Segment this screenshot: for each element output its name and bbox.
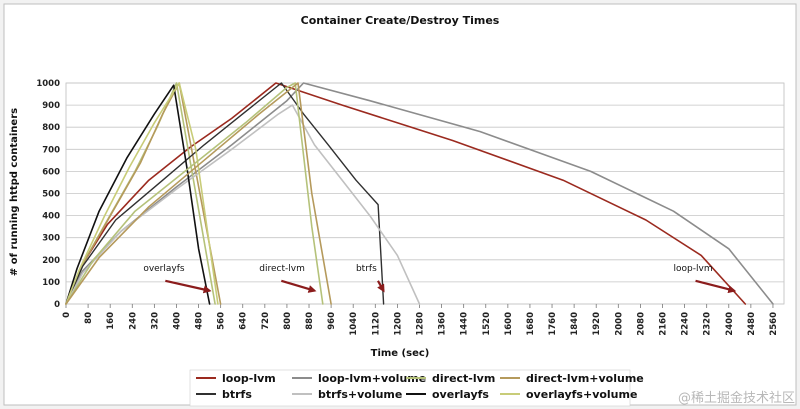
x-tick-label: 1120 <box>371 312 381 336</box>
series-line-btrfs <box>65 82 385 305</box>
series-line-overlayfs <box>65 84 211 305</box>
legend-label: overlayfs <box>432 388 489 401</box>
x-tick-label: 80 <box>84 312 94 324</box>
legend-label: loop-lvm <box>222 372 276 385</box>
x-tick-label: 2480 <box>747 312 757 336</box>
x-tick-label: 1840 <box>570 312 580 336</box>
x-tick-label: 2080 <box>636 312 646 336</box>
y-tick-label: 200 <box>42 256 60 266</box>
y-tick-label: 400 <box>42 212 60 222</box>
legend-box <box>189 369 631 407</box>
x-tick-label: 800 <box>283 312 293 330</box>
x-tick-label: 2560 <box>769 312 779 336</box>
series-line-direct-lvm-2nd-run- <box>65 82 324 305</box>
grid-layer <box>65 82 785 305</box>
x-tick-label: 1760 <box>548 312 558 336</box>
x-tick-label: 0 <box>62 312 72 318</box>
annotation-label: overlayfs <box>143 264 185 274</box>
x-tick-label: 1680 <box>526 312 536 336</box>
x-tick-label: 1360 <box>438 312 448 336</box>
annotation-arrow <box>377 280 385 293</box>
legend: loop-lvm loop-lvm+volume direct-lvm direct-… <box>189 369 644 407</box>
x-tick-label: 1520 <box>482 312 492 336</box>
x-tick-label: 2000 <box>614 312 624 336</box>
x-tick-label: 1280 <box>415 312 425 336</box>
series-layer <box>65 82 774 305</box>
chart-title: Container Create/Destroy Times <box>301 14 500 27</box>
x-axis-label: Time (sec) <box>371 348 430 359</box>
x-tick-label: 720 <box>261 312 271 330</box>
annotation-arrow <box>695 279 737 294</box>
x-tick-label: 1600 <box>504 312 514 336</box>
x-tick-label: 880 <box>305 312 315 330</box>
x-tick-label: 560 <box>217 312 227 330</box>
annotation-arrow <box>165 279 212 294</box>
x-tick-label: 1440 <box>460 312 470 336</box>
x-tick-label: 1920 <box>592 312 602 336</box>
y-tick-label: 800 <box>42 123 60 133</box>
x-tick-label: 480 <box>195 312 205 330</box>
y-tick-label: 500 <box>42 190 60 200</box>
annotation-label: btrfs <box>356 264 377 274</box>
y-tick-label: 700 <box>42 145 60 155</box>
legend-label: direct-lvm+volume <box>526 372 644 385</box>
y-tick-label: 100 <box>42 278 60 288</box>
annotation-layer: overlayfs direct-lvm btrfs loop-lvm <box>143 264 737 294</box>
annotation-label: loop-lvm <box>674 264 713 274</box>
legend-label: btrfs <box>222 388 252 401</box>
legend-label: direct-lvm <box>432 372 495 385</box>
x-tick-label: 640 <box>239 312 249 330</box>
axis-layer: 0 100 200 300 400 500 600 700 800 900 1000 0 80 160 24… <box>36 79 779 336</box>
y-tick-label: 900 <box>42 101 60 111</box>
legend-label: btrfs+volume <box>318 388 402 401</box>
annotation-label: direct-lvm <box>259 264 305 274</box>
y-tick-label: 0 <box>54 300 60 310</box>
y-axis-label: # of running httpd containers <box>9 108 20 276</box>
x-tick-label: 960 <box>327 312 337 330</box>
series-line-direct-lvm-volume-2nd-run- <box>65 82 332 305</box>
x-tick-label: 1200 <box>393 312 403 336</box>
watermark: @稀土掘金技术社区 <box>678 390 795 406</box>
y-tick-label: 300 <box>42 234 60 244</box>
legend-label: loop-lvm+volume <box>318 372 426 385</box>
y-tick-label: 1000 <box>36 79 60 89</box>
series-line-overlayfs-volume <box>65 82 219 305</box>
legend-label: overlayfs+volume <box>526 388 637 401</box>
x-tick-label: 240 <box>128 312 138 330</box>
x-tick-label: 2320 <box>703 312 713 336</box>
x-tick-label: 1040 <box>349 312 359 336</box>
x-tick-label: 160 <box>106 312 116 330</box>
series-line-loop-lvm <box>65 82 747 305</box>
x-tick-label: 2240 <box>681 312 691 336</box>
x-tick-label: 2160 <box>658 312 668 336</box>
y-tick-label: 600 <box>42 167 60 177</box>
x-tick-label: 2400 <box>725 312 735 336</box>
x-tick-label: 400 <box>172 312 182 330</box>
x-tick-label: 320 <box>150 312 160 330</box>
annotation-arrow <box>280 279 317 293</box>
series-line-btrfs-volume <box>65 104 421 305</box>
